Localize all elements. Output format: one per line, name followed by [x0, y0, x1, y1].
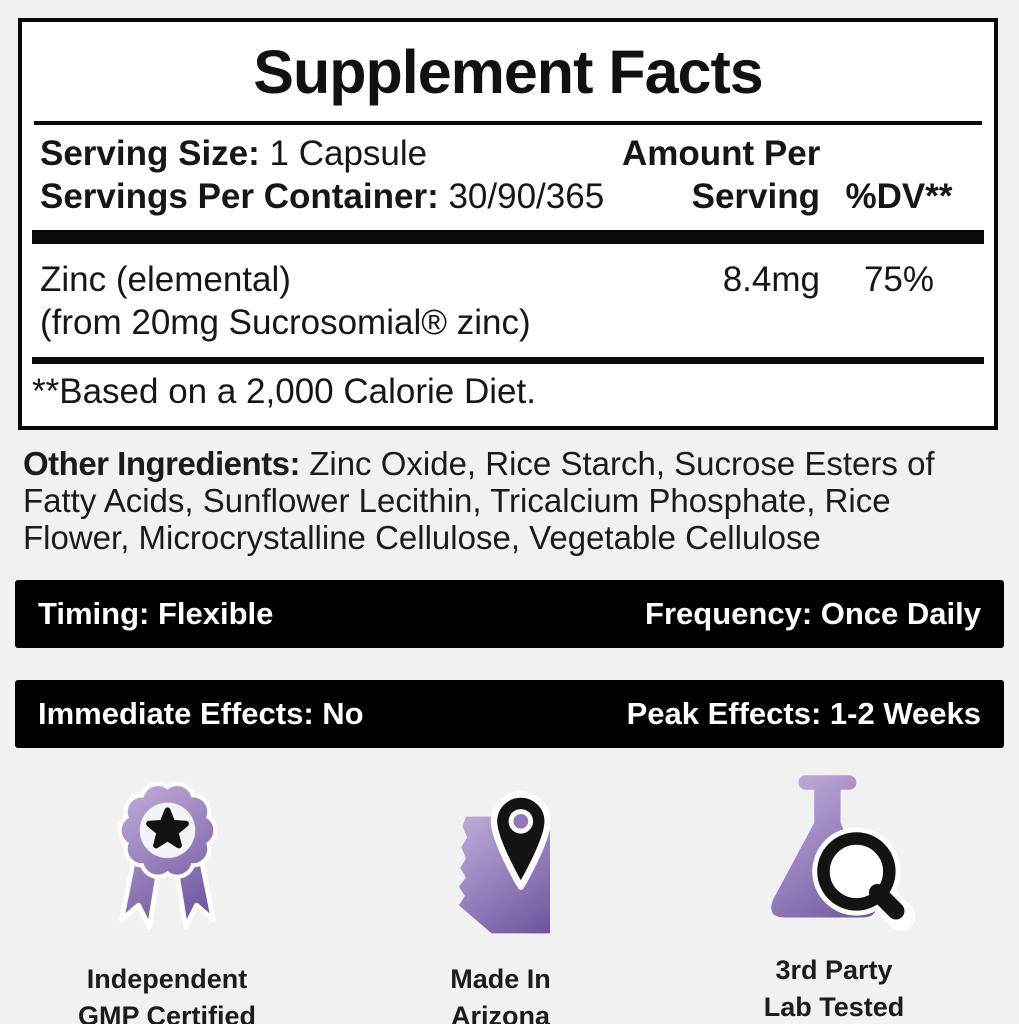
timing-text: Timing: Flexible [38, 595, 274, 631]
nutrient-amount: 8.4mg [722, 260, 820, 300]
peak-effects-text: Peak Effects: 1-2 Weeks [626, 695, 981, 731]
supplement-facts-panel: Supplement Facts Serving Size: 1 Capsule… [18, 18, 998, 430]
map-pin-icon [490, 790, 551, 890]
panel-title: Supplement Facts [253, 38, 763, 106]
arizona-map-pin-icon [458, 790, 551, 933]
serving-size-value: 1 Capsule [269, 134, 428, 173]
frequency-text: Frequency: Once Daily [645, 595, 981, 631]
badge-lab: 3rd Party Lab Tested [679, 770, 989, 1024]
other-ingredients-text: Zinc Oxide, Rice Starch, Sucrose Esters … [23, 444, 935, 557]
badge-arizona-caption: Made In Arizona [450, 963, 551, 1024]
effects-bar: Immediate Effects: No Peak Effects: 1-2 … [15, 679, 1004, 748]
gmp-ribbon-badge-icon [116, 781, 218, 929]
serving-header-row: Serving Size: 1 Capsule Servings Per Con… [22, 125, 994, 230]
serving-size-line: Serving Size: 1 Capsule [40, 133, 622, 176]
badge-lab-caption: 3rd Party Lab Tested [763, 954, 905, 1023]
servings-per-container-line: Servings Per Container: 30/90/365 [40, 176, 622, 219]
header-divider-thick [32, 230, 984, 245]
lab-flask-magnifier-icon [771, 774, 916, 931]
nutrient-row-zinc: Zinc (elemental) (from 20mg Sucrosomial®… [22, 244, 994, 356]
dv-header: %DV** [845, 176, 953, 216]
flask-lip [798, 774, 857, 790]
badge-gmp: Independent GMP Certified [12, 770, 322, 1024]
magnifier-handle [868, 883, 905, 920]
footnote-divider [32, 356, 984, 364]
trust-badges-row: Independent GMP Certified Made In Arizon… [0, 748, 1019, 1024]
other-ingredients-paragraph: Other Ingredients: Zinc Oxide, Rice Star… [23, 445, 995, 557]
amount-per-serving-header: Amount Per Serving [622, 134, 821, 216]
serving-size-label: Serving Size: [40, 134, 260, 173]
timing-frequency-bar: Timing: Flexible Frequency: Once Daily [15, 579, 1004, 648]
immediate-effects-text: Immediate Effects: No [38, 695, 364, 731]
calorie-diet-footnote: **Based on a 2,000 Calorie Diet. [32, 371, 536, 411]
nutrient-dv: 75% [863, 260, 935, 300]
servings-per-container-value: 30/90/365 [448, 176, 605, 216]
badge-arizona: Made In Arizona [346, 770, 656, 1024]
nutrient-name: Zinc (elemental) (from 20mg Sucrosomial®… [40, 260, 531, 343]
badge-gmp-caption: Independent GMP Certified [77, 963, 257, 1024]
title-divider [34, 121, 982, 125]
star-icon [145, 807, 189, 848]
serving-info: Serving Size: 1 Capsule Servings Per Con… [40, 133, 622, 218]
servings-per-container-label: Servings Per Container: [40, 176, 439, 216]
other-ingredients-label: Other Ingredients: [23, 444, 301, 482]
